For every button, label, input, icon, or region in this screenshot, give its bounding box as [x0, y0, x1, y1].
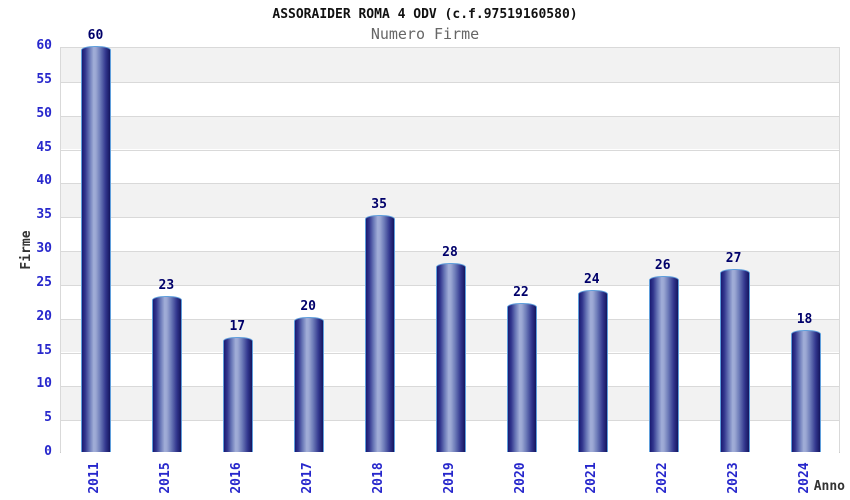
- bar-value-label: 22: [513, 285, 529, 301]
- bar-2020: [506, 303, 537, 452]
- background-band: [61, 115, 839, 150]
- y-tick-label: 55: [36, 71, 52, 87]
- y-tick-label: 10: [36, 376, 52, 392]
- bar-2023: [719, 269, 750, 452]
- gridline: [61, 217, 839, 219]
- gridline: [61, 183, 839, 185]
- x-tick-label: 2011: [87, 462, 103, 494]
- bar-value-label: 24: [583, 271, 600, 287]
- background-band: [61, 48, 839, 82]
- x-tick-label: 2016: [229, 462, 245, 494]
- bar-2024: [790, 330, 821, 452]
- bar-value-label: 23: [158, 278, 175, 294]
- chart-title: ASSORAIDER ROMA 4 ODV (c.f.97519160580): [272, 7, 578, 22]
- y-tick-label: 40: [36, 173, 52, 189]
- y-tick-label: 15: [36, 342, 52, 358]
- x-tick-label: 2024: [796, 462, 812, 494]
- y-tick-label: 5: [44, 410, 52, 426]
- bar-value-label: 17: [229, 318, 246, 334]
- bar-value-label: 35: [371, 197, 387, 213]
- background-band: [61, 149, 839, 184]
- bar-value-label: 18: [796, 312, 813, 328]
- y-tick-label: 50: [36, 105, 52, 121]
- bar-2021: [577, 289, 608, 452]
- y-tick-label: 25: [36, 274, 52, 290]
- x-tick-label: 2021: [583, 462, 599, 494]
- x-tick-label: 2018: [371, 462, 387, 494]
- y-tick-label: 60: [36, 38, 52, 53]
- y-tick-label: 35: [36, 207, 52, 223]
- background-band: [61, 81, 839, 116]
- y-tick-label: 30: [36, 241, 52, 256]
- bar-value-label: 28: [442, 244, 458, 260]
- gridline: [61, 149, 839, 151]
- gridline: [61, 81, 839, 83]
- x-tick-label: 2022: [654, 462, 670, 494]
- bar-2018: [365, 215, 396, 452]
- x-tick-label: 2020: [512, 462, 528, 494]
- bar-value-label: 60: [87, 28, 104, 43]
- bar-2017: [294, 316, 325, 452]
- gridline: [61, 251, 839, 252]
- background-band: [61, 183, 839, 218]
- x-axis-title: Anno: [813, 479, 845, 494]
- x-tick-label: 2015: [158, 462, 174, 494]
- chart-subtitle: Numero Firme: [370, 25, 480, 43]
- y-tick-label: 20: [36, 308, 52, 324]
- bar-2019: [436, 262, 466, 452]
- background-band: [61, 217, 839, 251]
- x-tick-label: 2017: [300, 462, 316, 494]
- y-tick-label: 0: [44, 444, 52, 459]
- bar-value-label: 26: [654, 258, 671, 274]
- bar-2011: [81, 46, 112, 452]
- plot-area: [60, 46, 840, 454]
- x-tick-label: 2023: [725, 462, 741, 494]
- bar-2022: [648, 276, 679, 452]
- bar-2015: [152, 296, 183, 452]
- y-tick-label: 45: [36, 139, 52, 155]
- bar-2016: [223, 336, 254, 452]
- bar-value-label: 20: [300, 298, 316, 314]
- gridline: [61, 115, 839, 117]
- x-tick-label: 2019: [442, 462, 457, 494]
- bar-value-label: 27: [725, 251, 742, 267]
